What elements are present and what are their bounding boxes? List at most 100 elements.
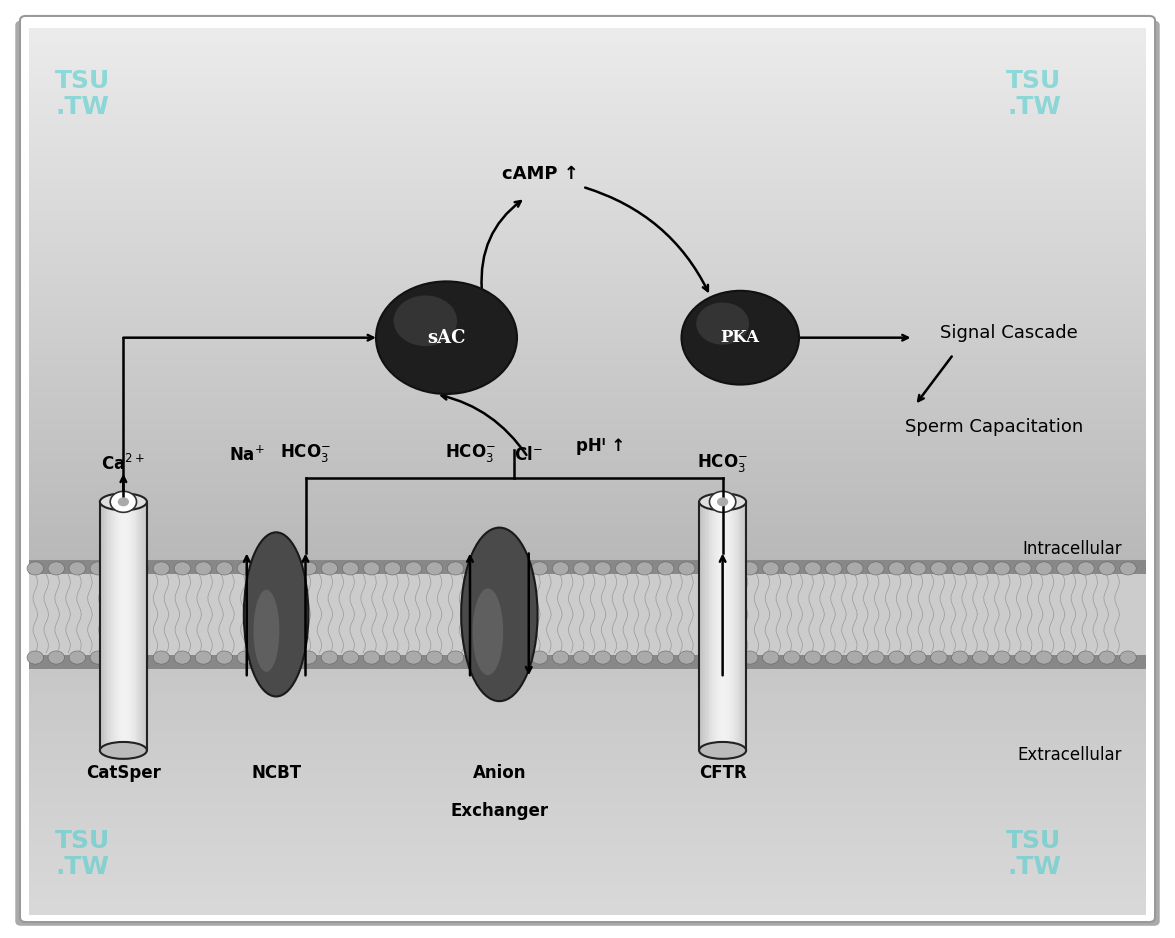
Bar	[29, 719, 1146, 724]
Bar	[29, 327, 1146, 333]
Bar	[119, 502, 121, 750]
Bar	[29, 450, 1146, 456]
Bar	[29, 268, 1146, 274]
Bar	[739, 502, 740, 750]
Bar	[733, 502, 734, 750]
Bar	[29, 285, 1146, 290]
Circle shape	[1077, 651, 1094, 664]
Bar	[29, 819, 1146, 824]
Bar	[29, 856, 1146, 861]
Bar	[141, 502, 143, 750]
Bar	[29, 541, 1146, 547]
Circle shape	[931, 651, 947, 664]
Circle shape	[132, 562, 148, 575]
Bar	[29, 557, 1146, 563]
FancyBboxPatch shape	[15, 21, 1160, 926]
Circle shape	[48, 651, 65, 664]
Bar	[709, 502, 711, 750]
Ellipse shape	[254, 590, 280, 672]
Circle shape	[741, 651, 758, 664]
Circle shape	[909, 562, 926, 575]
Bar	[29, 736, 1146, 741]
Bar	[29, 157, 1146, 162]
Bar	[29, 103, 1146, 109]
Bar	[29, 798, 1146, 803]
Circle shape	[552, 562, 569, 575]
Bar	[29, 716, 1146, 719]
Circle shape	[469, 562, 485, 575]
Circle shape	[637, 562, 653, 575]
Circle shape	[258, 562, 275, 575]
Bar	[29, 499, 1146, 504]
Circle shape	[363, 562, 380, 575]
Bar	[29, 54, 1146, 60]
Circle shape	[321, 562, 337, 575]
Bar	[29, 194, 1146, 199]
Bar	[29, 204, 1146, 210]
Bar	[29, 749, 1146, 753]
Circle shape	[27, 562, 43, 575]
Ellipse shape	[699, 742, 746, 759]
Text: Cl$^{-}$: Cl$^{-}$	[515, 446, 543, 464]
Bar	[29, 322, 1146, 327]
Bar	[29, 774, 1146, 778]
Bar	[29, 670, 1146, 674]
Bar	[699, 502, 746, 750]
Circle shape	[973, 562, 989, 575]
Bar	[29, 848, 1146, 853]
Bar	[29, 894, 1146, 898]
Bar	[727, 502, 730, 750]
Bar	[29, 911, 1146, 915]
Bar	[29, 733, 1146, 736]
Circle shape	[720, 651, 737, 664]
Bar	[29, 446, 1146, 450]
Bar	[29, 873, 1146, 877]
Circle shape	[405, 562, 422, 575]
Circle shape	[1077, 562, 1094, 575]
Bar	[29, 50, 1146, 55]
Bar	[29, 493, 1146, 499]
Circle shape	[994, 651, 1010, 664]
Circle shape	[909, 651, 926, 664]
Bar	[29, 840, 1146, 844]
Bar	[29, 199, 1146, 204]
Bar	[699, 502, 701, 750]
Bar	[29, 563, 1146, 666]
Circle shape	[258, 651, 275, 664]
Bar	[29, 803, 1146, 807]
Text: Sperm Capacitation: Sperm Capacitation	[905, 417, 1083, 436]
Circle shape	[112, 562, 128, 575]
Bar	[29, 704, 1146, 707]
Bar	[29, 824, 1146, 827]
Bar	[29, 34, 1146, 38]
Bar	[29, 724, 1146, 728]
Circle shape	[1099, 562, 1115, 575]
Circle shape	[867, 651, 884, 664]
Circle shape	[678, 651, 694, 664]
Circle shape	[846, 651, 862, 664]
Bar	[29, 129, 1146, 135]
Bar	[29, 466, 1146, 472]
Text: NCBT: NCBT	[251, 764, 301, 782]
Circle shape	[300, 562, 316, 575]
Text: TSU
.TW: TSU .TW	[54, 828, 110, 879]
Text: Anion: Anion	[472, 764, 526, 782]
Bar	[29, 66, 1146, 71]
Circle shape	[195, 651, 212, 664]
Circle shape	[763, 562, 779, 575]
Circle shape	[1015, 651, 1032, 664]
Bar	[731, 502, 733, 750]
Bar	[29, 552, 1146, 557]
Text: HCO$_3^{-}$: HCO$_3^{-}$	[280, 443, 331, 464]
Bar	[29, 38, 1146, 44]
Bar	[29, 333, 1146, 339]
Text: Ca$^{2+}$: Ca$^{2+}$	[101, 454, 146, 474]
Text: HCO$_3^{-}$: HCO$_3^{-}$	[697, 452, 748, 474]
Circle shape	[174, 562, 190, 575]
Bar	[140, 502, 141, 750]
Ellipse shape	[100, 493, 147, 510]
Bar	[29, 655, 1146, 669]
Circle shape	[699, 651, 716, 664]
Circle shape	[573, 562, 590, 575]
Bar	[29, 365, 1146, 371]
